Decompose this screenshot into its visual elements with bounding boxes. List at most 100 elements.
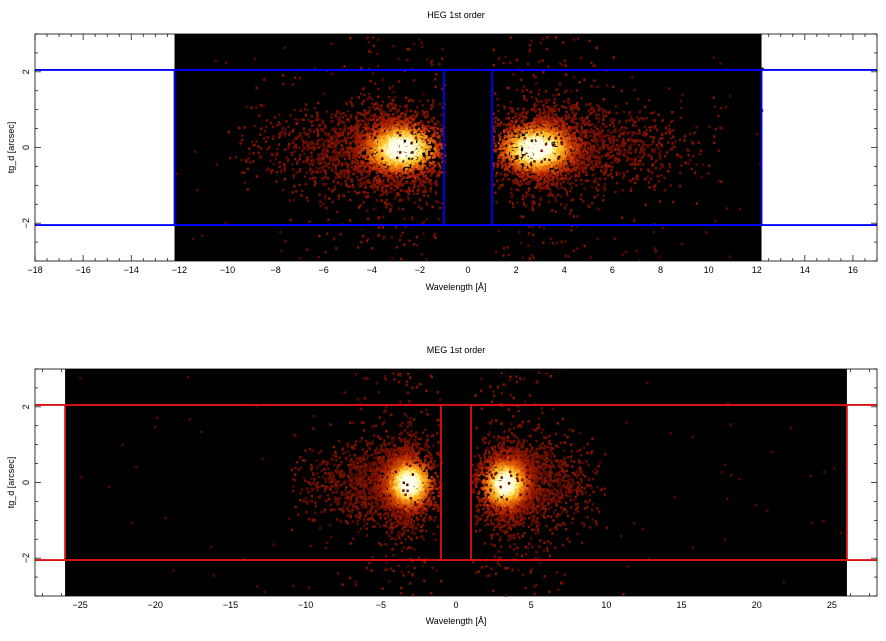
heatmap-cell (412, 165, 415, 168)
heatmap-cell (394, 130, 398, 133)
heatmap-cell (306, 158, 309, 162)
heatmap-cell (434, 85, 437, 88)
heatmap-cell (624, 154, 628, 157)
heatmap-cell (310, 160, 313, 163)
heatmap-cell (539, 117, 542, 121)
heatmap-cell (606, 152, 609, 155)
heatmap-cell (689, 159, 692, 162)
heatmap-cell (535, 128, 539, 131)
heatmap-cell (406, 123, 409, 127)
heatmap-cell (324, 146, 328, 150)
heatmap-cell (325, 110, 329, 113)
heatmap-cell (373, 177, 376, 180)
heatmap-cell (567, 100, 570, 104)
heatmap-cell (571, 125, 574, 129)
heatmap-cell (517, 131, 520, 135)
heatmap-cell (568, 138, 572, 141)
heatmap-cell (395, 110, 399, 114)
heatmap-cell (719, 106, 723, 110)
heatmap-cell (381, 140, 384, 144)
heatmap-cell (331, 189, 335, 192)
heatmap-cell (269, 121, 273, 125)
heatmap-cell (598, 177, 602, 180)
heatmap-cell (556, 193, 560, 197)
heatmap-cell (531, 208, 535, 211)
heatmap-cell (413, 182, 416, 185)
heatmap-cell (311, 120, 315, 123)
heatmap-cell (393, 137, 396, 140)
heatmap-cell (548, 119, 551, 123)
heatmap-cell (519, 142, 523, 145)
heatmap-cell (243, 126, 246, 129)
heatmap-cell (410, 131, 413, 134)
heatmap-cell (532, 134, 536, 137)
heatmap-cell (498, 123, 502, 127)
heatmap-cell (404, 125, 408, 129)
heatmap-cell (657, 141, 661, 145)
heatmap-cell (315, 170, 318, 174)
heatmap-cell (378, 108, 381, 111)
heatmap-cell (575, 184, 578, 187)
heatmap-cell (356, 148, 360, 151)
heatmap-cell (649, 154, 653, 158)
heatmap-cell (408, 189, 411, 193)
heatmap-cell (539, 115, 542, 119)
heatmap-cell (536, 182, 539, 186)
heatmap-cell (622, 171, 625, 175)
heatmap-cell (380, 104, 383, 107)
heatmap-cell (378, 115, 381, 119)
heatmap-cell (326, 232, 329, 235)
heatmap-cell (588, 130, 591, 134)
heatmap-cell (560, 195, 563, 198)
heatmap-cell (559, 182, 562, 186)
heatmap-cell (643, 178, 647, 181)
heatmap-cell (377, 151, 381, 154)
heatmap-cell (555, 176, 559, 179)
heatmap-cell (394, 183, 398, 186)
heatmap-cell (379, 121, 382, 124)
heatmap-cell (534, 117, 537, 120)
heatmap-cell (549, 129, 552, 133)
heatmap-cell (360, 134, 363, 138)
heatmap-cell (416, 192, 419, 195)
heatmap-cell (300, 194, 303, 197)
heatmap-cell (590, 185, 594, 188)
heatmap-cell (380, 189, 384, 192)
heatmap-cell (316, 130, 320, 133)
heatmap-cell (338, 110, 341, 114)
heatmap-cell (367, 169, 371, 172)
heatmap-cell (367, 130, 370, 133)
heatmap-cell (366, 143, 369, 146)
heatmap-cell (632, 120, 636, 124)
heatmap-cell (432, 99, 435, 102)
heatmap-cell (595, 116, 598, 120)
heatmap-cell (395, 146, 398, 150)
heatmap-cell (592, 168, 595, 172)
heatmap-cell (418, 184, 421, 187)
heatmap-cell (437, 136, 440, 139)
heatmap-cell (287, 147, 290, 150)
heatmap-cell (713, 141, 716, 144)
heatmap-cell (387, 120, 390, 123)
heatmap-cell (518, 126, 521, 129)
heatmap-cell (543, 109, 546, 113)
heatmap-cell (390, 236, 393, 239)
heatmap-cell (425, 58, 429, 61)
heatmap-cell (584, 131, 588, 135)
heatmap-cell (550, 154, 553, 158)
heatmap-cell (423, 185, 427, 189)
heatmap-cell (399, 127, 403, 130)
heatmap-cell (526, 160, 530, 163)
heatmap-cell (409, 121, 413, 125)
heatmap-cell (536, 136, 539, 140)
heatmap-cell (308, 162, 312, 166)
heatmap-cell (537, 162, 540, 165)
heatmap-cell (600, 107, 603, 111)
heatmap-cell (515, 88, 518, 92)
heatmap-cell (388, 143, 391, 146)
heatmap-cell (356, 137, 360, 141)
heatmap-cell (635, 124, 638, 128)
heatmap-cell (355, 168, 358, 171)
heatmap-cell (412, 79, 416, 82)
